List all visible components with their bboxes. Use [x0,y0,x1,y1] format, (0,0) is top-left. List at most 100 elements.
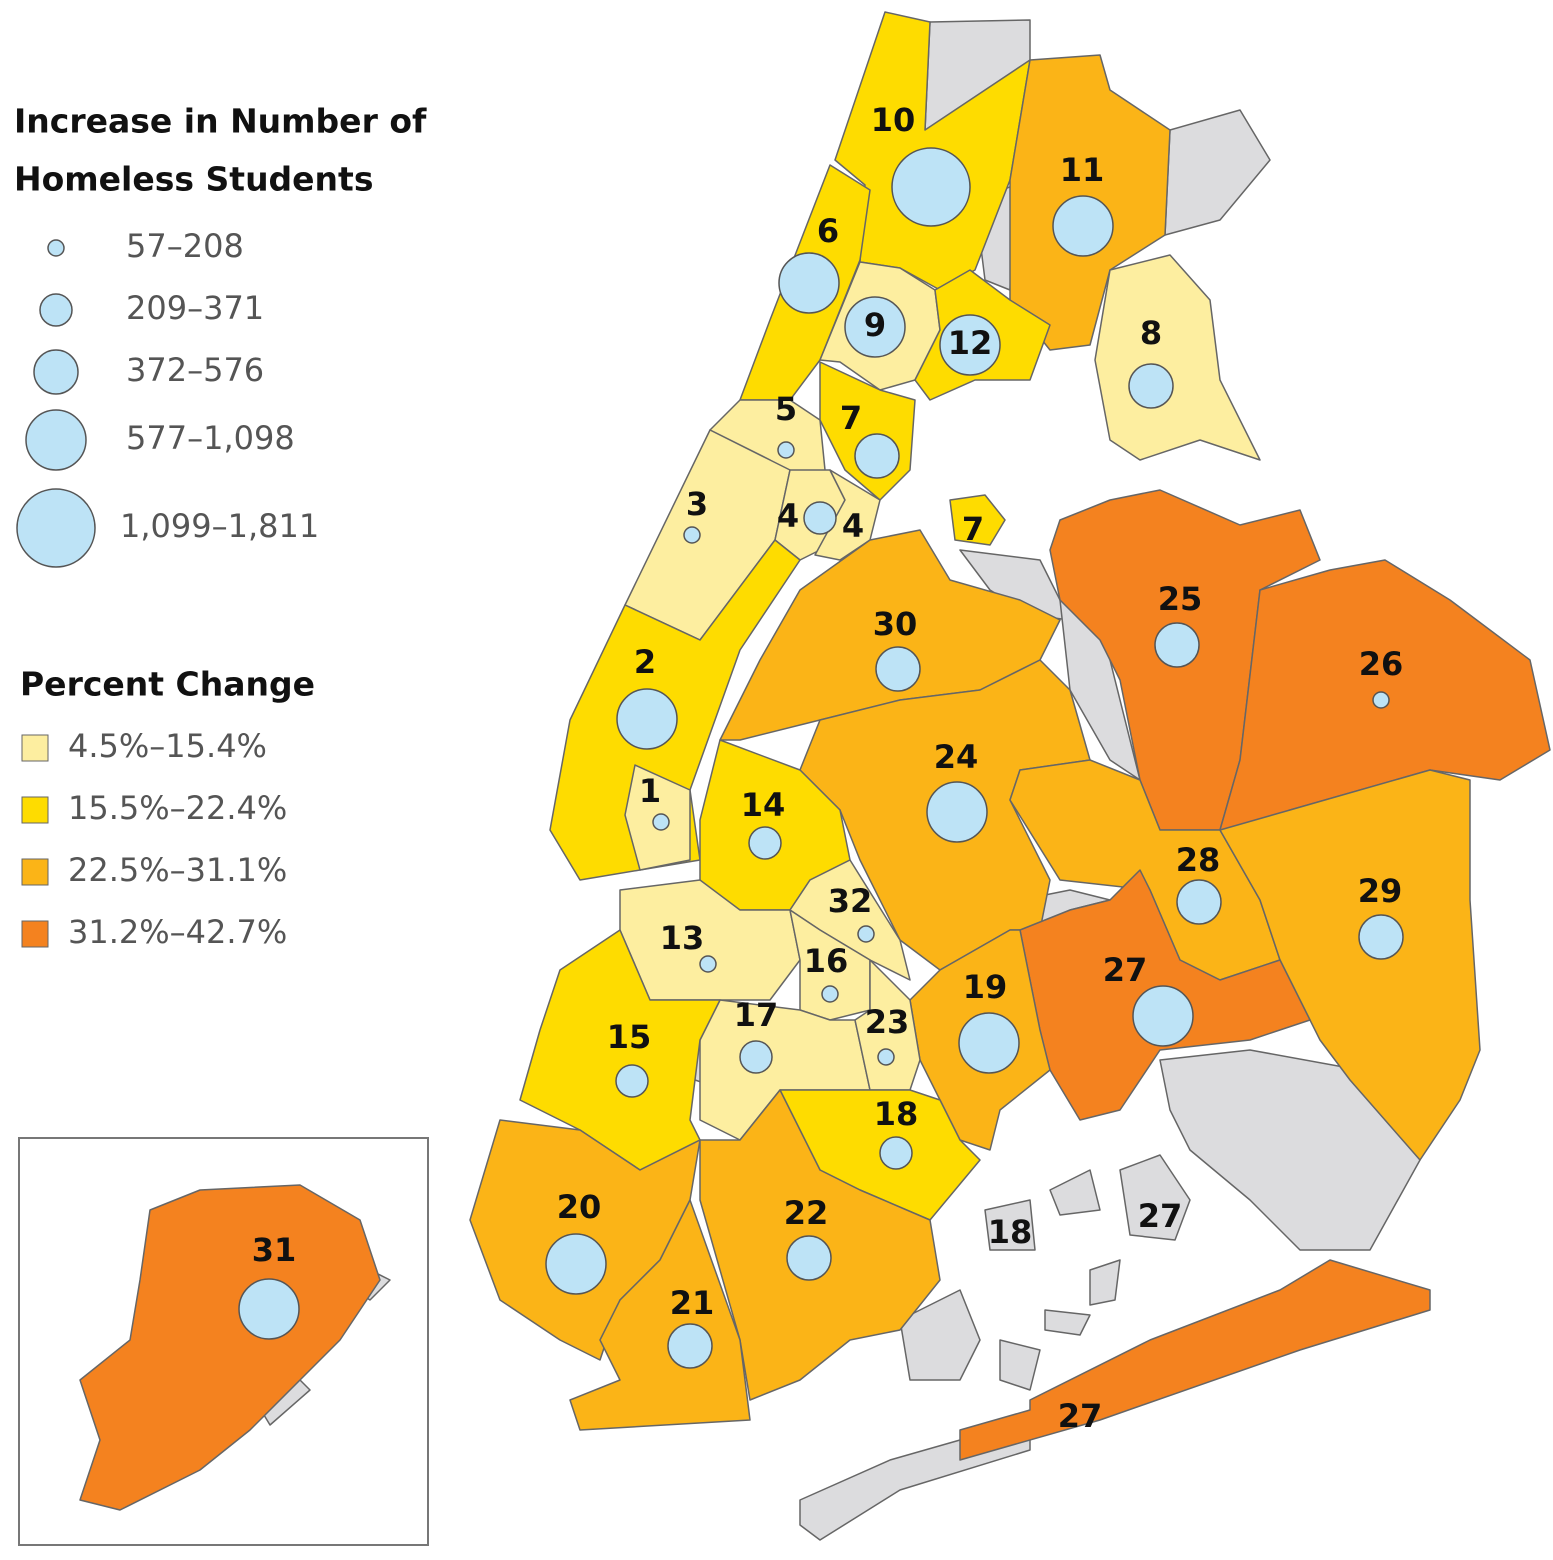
legend-label: 15.5%–22.4% [68,789,287,827]
increase-circle [1358,914,1404,960]
increase-circle [821,985,839,1003]
increase-circle [777,441,795,459]
legend-swatch [21,796,49,824]
increase-circle [545,1233,607,1295]
district-label: 14 [741,786,786,824]
district-label: 27 [1103,951,1148,989]
legend-label: 57–208 [126,227,244,265]
circles [238,147,1404,1369]
increase-circle [1372,691,1390,709]
background-land [254,19,1421,1541]
legend-swatch [21,734,49,762]
land [1049,1169,1101,1216]
increase-circle [958,1012,1020,1074]
legend-label: 577–1,098 [126,419,295,457]
inset-frame [18,1137,429,1546]
legend-label: 372–576 [126,351,264,389]
legend: Increase in Number of Homeless Students … [14,102,427,952]
district-label: 26 [1359,645,1404,683]
district-label: 8 [1140,314,1162,352]
legend-title: Homeless Students [14,160,373,199]
district-label: 28 [1176,841,1221,879]
district-label: 30 [873,605,918,643]
district-label: 2 [634,643,656,681]
district-label: 18 [874,1095,919,1133]
increase-circle [879,1136,913,1170]
district-label: 29 [1358,872,1403,910]
district-label: 18 [988,1213,1033,1251]
land [1164,109,1271,236]
district-label: 20 [557,1188,602,1226]
land [1159,1049,1421,1251]
district-label: 24 [934,738,979,776]
district-label: 13 [660,919,705,957]
increase-circle [891,147,971,227]
district-label: 17 [734,996,779,1034]
increase-circle [803,501,837,535]
land [1119,1154,1191,1241]
increase-circle [875,646,921,692]
increase-circle [238,1278,300,1340]
increase-circle [939,314,1001,376]
legend-circle [25,409,87,471]
increase-circle [615,1064,649,1098]
legend-swatch [21,858,49,886]
increase-circle [1052,195,1114,257]
district-label: 19 [963,968,1008,1006]
legend-circle [47,239,65,257]
districts [79,11,1551,1511]
increase-circle [667,1323,713,1369]
district [79,1184,381,1511]
district-label: 7 [962,510,984,548]
increase-circle [739,1040,773,1074]
district-label: 31 [252,1231,297,1269]
increase-circle [652,813,670,831]
district-label: 9 [864,306,886,344]
legend-circle [39,293,73,327]
legend-circle [33,349,79,395]
district [814,469,881,561]
district-labels: 10 11 6 9 12 8 5 7 3 4 4 7 30 25 26 2 24 1 14 28 29 32 13 16 27 1… [252,101,1404,1435]
district [789,909,871,1021]
district-label: 27 [1138,1197,1183,1235]
increase-circle [616,688,678,750]
legend-title: Percent Change [20,665,315,704]
district-label: 12 [948,324,993,362]
district [949,494,1006,546]
district-label: 15 [607,1018,652,1056]
legend-label: 4.5%–15.4% [68,727,267,765]
legend-label: 22.5%–31.1% [68,851,287,889]
legend-label: 1,099–1,811 [120,507,319,545]
increase-circle [877,1048,895,1066]
increase-circle [1154,622,1200,668]
increase-circle [844,296,906,358]
district-label: 4 [777,497,799,535]
land [1089,1259,1121,1306]
legend-swatch [21,920,49,948]
legend-circle [16,488,96,568]
district-label: 21 [670,1284,715,1322]
legend-title: Increase in Number of [14,102,427,141]
district-label: 32 [828,882,873,920]
increase-circle [699,955,717,973]
district-label: 4 [842,507,864,545]
increase-circle [854,433,900,479]
district-label: 25 [1158,580,1203,618]
land [1044,1309,1091,1336]
district [959,1259,1431,1461]
land [999,1339,1041,1391]
district [519,929,721,1171]
district-label: 3 [686,485,708,523]
increase-circle [748,826,782,860]
increase-circle [926,781,988,843]
district-label: 27 [1058,1397,1103,1435]
increase-circle [778,252,840,314]
district-label: 10 [871,101,916,139]
district-label: 5 [775,390,797,428]
district [569,1199,751,1431]
increase-circle [683,526,701,544]
land [899,1289,981,1381]
district-label: 7 [840,399,862,437]
